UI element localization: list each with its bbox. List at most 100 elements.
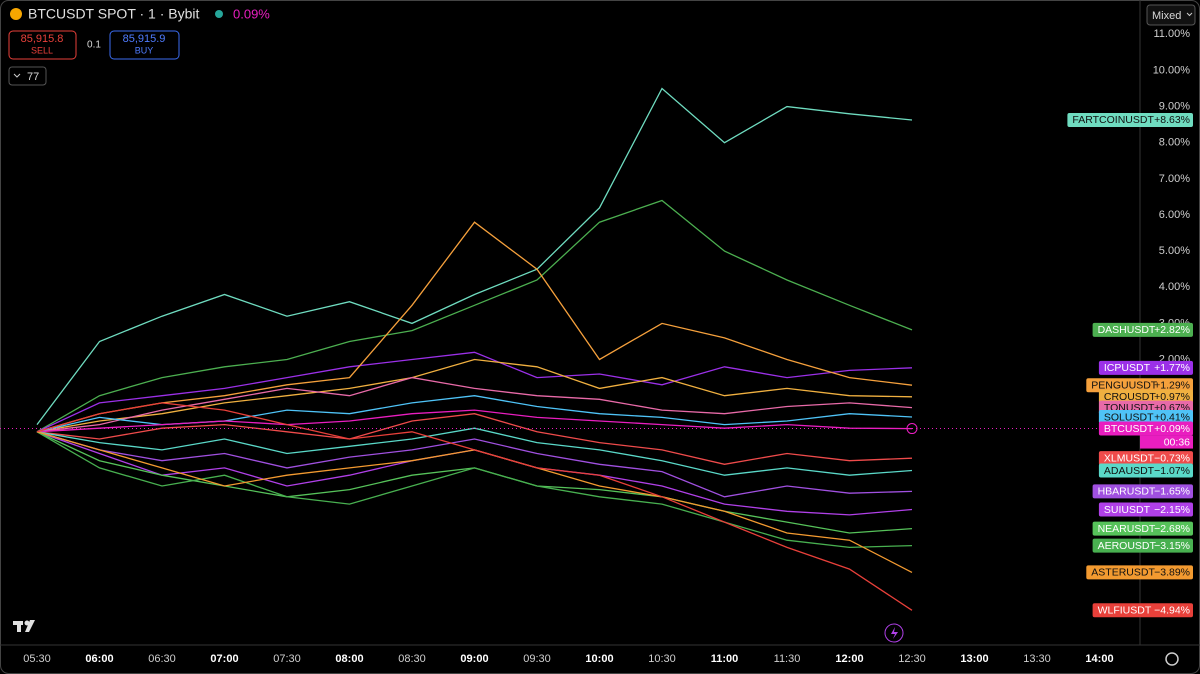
- series-value-label: −3.89%: [1154, 567, 1190, 579]
- chevron-icon: [13, 73, 21, 78]
- scale-mode: Mixed: [1152, 10, 1181, 22]
- series-label-box: [1098, 421, 1193, 436]
- x-tick-label: 13:00: [960, 653, 988, 665]
- y-tick-label: 5.00%: [1159, 245, 1190, 257]
- series-value-label: +1.77%: [1154, 362, 1190, 374]
- x-tick-label: 06:30: [148, 653, 176, 665]
- series-value-label: +8.63%: [1154, 114, 1190, 126]
- y-tick-label: 4.00%: [1159, 281, 1190, 293]
- series-label-box: [1092, 322, 1193, 337]
- series-name: AEROUSDT: [1098, 540, 1157, 552]
- series-name: NEARUSDT: [1098, 523, 1156, 535]
- plot: [0, 87, 1140, 611]
- series-name: BTCUSDT: [1104, 423, 1154, 435]
- series-label-box: [1098, 409, 1193, 424]
- series-value-label: +0.41%: [1154, 411, 1190, 423]
- series-name: ICPUSDT: [1104, 362, 1151, 374]
- last-point: [906, 423, 918, 435]
- buy-button[interactable]: [109, 30, 180, 60]
- series-name: ASTERUSDT: [1091, 567, 1155, 579]
- series-value-label: +0.97%: [1154, 391, 1190, 403]
- settings-icon[interactable]: [1165, 652, 1179, 666]
- series-name: XLMUSDT: [1104, 452, 1155, 464]
- series-line: [36, 427, 913, 476]
- x-tick-label: 07:00: [210, 653, 238, 665]
- series-line: [36, 376, 913, 433]
- series-name: FARTCOINUSDT: [1072, 114, 1154, 126]
- y-tick-label: 8.00%: [1159, 137, 1190, 149]
- series-label-box: [1098, 389, 1193, 404]
- sell-label: SELL: [31, 45, 53, 55]
- x-tick-label: 11:30: [774, 653, 801, 665]
- x-tick-label: 12:30: [898, 653, 926, 665]
- status-dot: [215, 10, 223, 18]
- x-tick-label: 08:00: [335, 653, 363, 665]
- x-tick-label: 12:00: [835, 653, 863, 665]
- x-tick-label: 06:00: [85, 653, 113, 665]
- series-label-box: [1098, 463, 1193, 478]
- y-tick-label: 11.00%: [1154, 28, 1191, 40]
- series-label-box: [1098, 502, 1193, 517]
- y-tick-label: 10.00%: [1153, 64, 1191, 76]
- tv-logo: [13, 620, 35, 632]
- y-tick-label: 6.00%: [1159, 209, 1190, 221]
- symbol-icon: [10, 8, 22, 20]
- series-line: [36, 431, 913, 549]
- indicators-toggle[interactable]: [8, 66, 47, 86]
- countdown: 00:36: [1164, 436, 1190, 448]
- series-name: PENGUUSDT: [1091, 379, 1158, 391]
- series-value-label: −2.15%: [1154, 504, 1190, 516]
- series-value-label: +2.82%: [1154, 324, 1190, 336]
- x-tick-label: 07:30: [273, 653, 301, 665]
- series-label-box: [1092, 521, 1193, 536]
- buy-price: 85,915.9: [123, 33, 166, 45]
- series-label-box: [1086, 565, 1193, 580]
- series-line: [36, 402, 913, 611]
- series-label-box: [1067, 112, 1193, 127]
- series-name: HBARUSDT: [1098, 486, 1156, 498]
- x-tick-label: 10:00: [585, 653, 613, 665]
- series-value-label: −3.15%: [1154, 540, 1190, 552]
- series-value-label: −1.65%: [1154, 486, 1190, 498]
- y-tick-label: 9.00%: [1159, 101, 1190, 113]
- series-name: CROUSDT: [1104, 391, 1157, 403]
- x-tick-label: 13:30: [1023, 653, 1051, 665]
- alert-icon[interactable]: [884, 623, 904, 643]
- series-name: SOLUSDT: [1104, 411, 1154, 423]
- sell-button[interactable]: [8, 30, 77, 60]
- x-tick-label: 14:00: [1085, 653, 1113, 665]
- x-tick-label: 09:00: [460, 653, 488, 665]
- sell-price: 85,915.8: [21, 33, 64, 45]
- symbol[interactable]: BTCUSDT SPOT · 1 · Bybit: [28, 6, 200, 22]
- series-label-box: [1098, 451, 1193, 466]
- x-tick-label: 11:00: [711, 653, 739, 665]
- series-label-box: [1092, 603, 1193, 618]
- scale-mode-button[interactable]: [1146, 4, 1196, 26]
- series-line: [36, 431, 913, 498]
- bolt-icon: [891, 627, 898, 639]
- series-value-label: +1.29%: [1154, 379, 1190, 391]
- series-label-box: [1098, 360, 1193, 375]
- series-name: WLFIUSDT: [1098, 605, 1152, 617]
- series-label-box: [1092, 484, 1193, 499]
- x-tick-label: 08:30: [398, 653, 426, 665]
- series-label-box: [1092, 538, 1193, 553]
- series-name: DASHUSDT: [1098, 324, 1156, 336]
- series-line: [36, 409, 913, 433]
- series-name: SUIUSDT: [1104, 504, 1151, 516]
- x-tick-label: 10:30: [648, 653, 676, 665]
- buy-label: BUY: [135, 45, 154, 55]
- series-value-label: −1.07%: [1154, 465, 1190, 477]
- series-value-label: +0.09%: [1154, 423, 1190, 435]
- series-name: ADAUSDT: [1104, 465, 1155, 477]
- x-tick-label: 09:30: [523, 653, 551, 665]
- series-line: [36, 358, 913, 433]
- series-line: [36, 199, 913, 433]
- chevron-icon: [1186, 12, 1193, 17]
- series-line: [36, 351, 913, 433]
- series-line: [36, 413, 913, 465]
- series-label-box: [1086, 378, 1193, 393]
- countdown-box: [1140, 435, 1193, 449]
